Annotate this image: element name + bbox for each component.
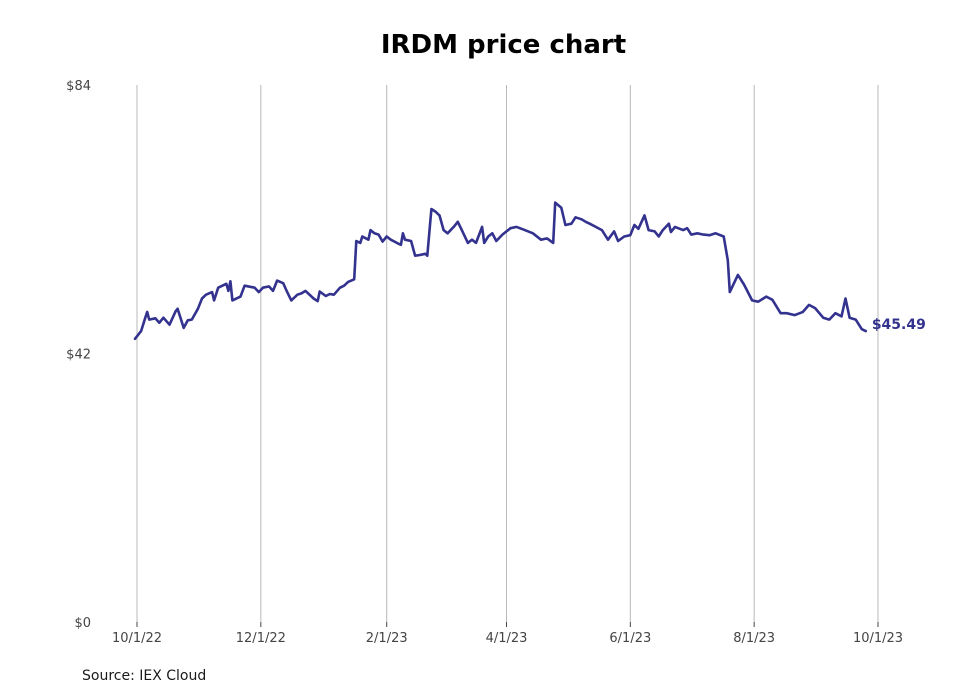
- x-tick-label-0: 10/1/22: [112, 631, 162, 646]
- end-value-label: $45.49: [872, 317, 926, 333]
- source-note: Source: IEX Cloud: [82, 668, 207, 684]
- x-axis-ticks: 10/1/22 12/1/22 2/1/23 4/1/23 6/1/23 8/1/23 10…: [112, 622, 903, 646]
- series-line-0: [133, 201, 868, 341]
- x-tick-label-2: 2/1/23: [366, 631, 408, 646]
- y-tick-label-0: $0: [74, 616, 91, 631]
- x-tick-label-3: 4/1/23: [486, 631, 528, 646]
- y-tick-label-2: $84: [66, 79, 91, 94]
- y-tick-label-1: $42: [66, 348, 91, 363]
- gridlines: [136, 85, 879, 622]
- end-label-layer: $45.49: [872, 317, 926, 333]
- x-tick-label-5: 8/1/23: [733, 631, 775, 646]
- x-tick-label-1: 12/1/22: [236, 631, 286, 646]
- series-layer: [133, 201, 868, 341]
- chart-title: IRDM price chart: [380, 30, 627, 60]
- y-axis-ticks: $0 $42 $84: [66, 79, 91, 631]
- x-tick-label-4: 6/1/23: [609, 631, 651, 646]
- x-tick-label-6: 10/1/23: [853, 631, 903, 646]
